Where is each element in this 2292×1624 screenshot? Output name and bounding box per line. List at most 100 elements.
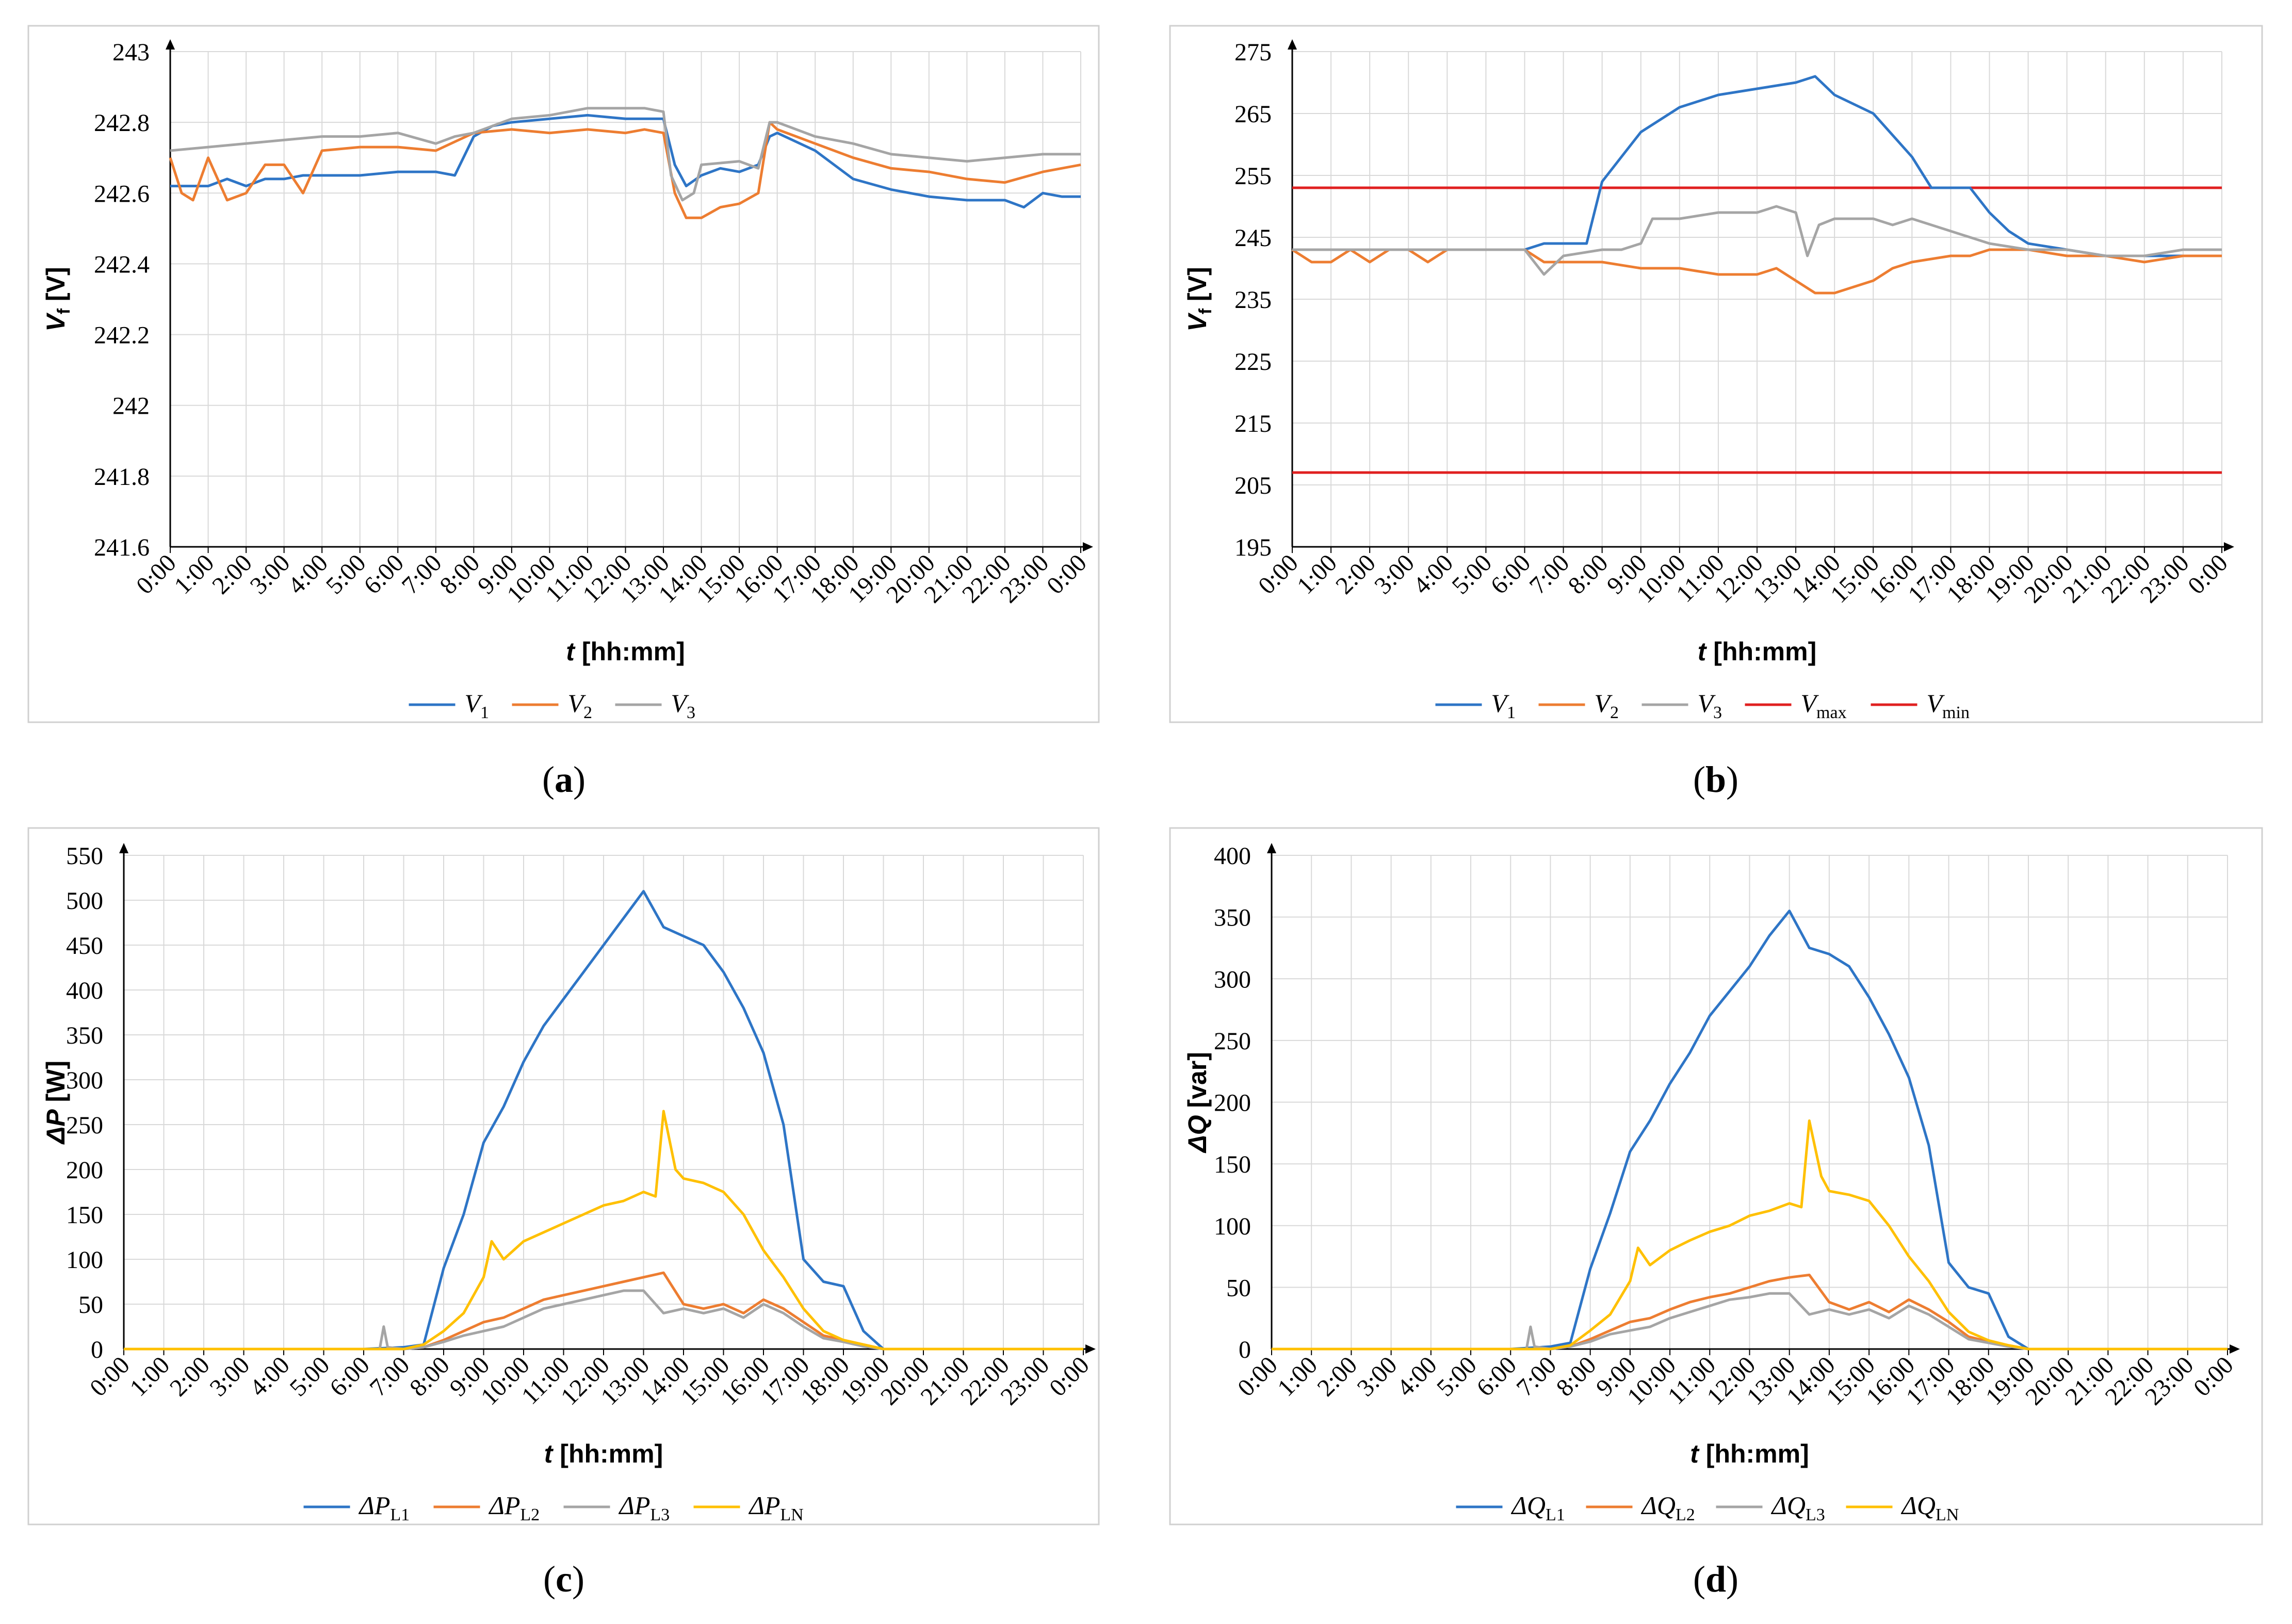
x-axis-label: t [hh:mm] <box>1690 1439 1809 1468</box>
series-line-dpl2 <box>124 1271 1083 1351</box>
y-tick-label: 300 <box>66 1067 103 1094</box>
x-axis-label: t [hh:mm] <box>1698 637 1817 666</box>
y-tick-label: 250 <box>66 1112 103 1139</box>
legend-label-symbol: ΔQ <box>1771 1491 1806 1520</box>
legend-label-subscript: 2 <box>583 703 592 722</box>
legend-label-symbol: V <box>1595 689 1613 718</box>
legend-label-symbol: ΔQ <box>1511 1491 1546 1520</box>
y-tick-label: 255 <box>1234 163 1272 190</box>
caption-close-paren: ) <box>573 759 586 800</box>
y-tick-label: 242.2 <box>94 322 150 349</box>
legend-label-symbol: V <box>568 689 587 718</box>
y-tick-label: 242 <box>112 393 150 420</box>
series-line-dql2 <box>1272 1273 2228 1351</box>
y-axis-label-unit: [V] <box>1183 267 1212 308</box>
y-tick-label: 0 <box>1239 1336 1251 1363</box>
y-tick-label: 243 <box>112 39 150 66</box>
legend-label-symbol: V <box>1491 689 1510 718</box>
y-axis-arrow <box>166 39 175 50</box>
y-axis-label-symbol: V <box>41 313 70 332</box>
legend-label-subscript: LN <box>780 1505 803 1524</box>
y-tick-label: 300 <box>1214 966 1251 993</box>
legend-label-subscript: L3 <box>1806 1505 1825 1524</box>
y-tick-label: 225 <box>1234 348 1272 376</box>
legend-label-symbol: ΔP <box>749 1491 781 1520</box>
series-line-dpl3 <box>124 1289 1083 1351</box>
legend-label-v3: V3 <box>1698 689 1722 722</box>
x-axis-label-symbol: t <box>544 1439 554 1468</box>
legend-label-subscript: L3 <box>650 1505 670 1524</box>
y-axis-label-symbol: V <box>1183 313 1212 332</box>
legend-label-dql3: ΔQL3 <box>1771 1491 1825 1524</box>
legend-label-symbol: ΔQ <box>1901 1491 1936 1520</box>
x-axis-label-unit: [hh:mm] <box>1706 637 1816 666</box>
legend-label-subscript: 1 <box>1507 703 1516 722</box>
y-tick-label: 245 <box>1234 224 1272 252</box>
y-tick-label: 215 <box>1234 410 1272 437</box>
y-axis-label: Vf [V] <box>1183 267 1215 331</box>
y-axis-label-subscript: f <box>1196 308 1215 314</box>
y-axis-arrow <box>1288 39 1297 50</box>
caption-close-paren: ) <box>1726 1558 1738 1600</box>
legend-label-subscript: 3 <box>1713 703 1722 722</box>
chart-panel-d: 0501001502002503003504000:001:002:003:00… <box>1169 827 2263 1525</box>
y-axis-label-subscript: f <box>54 308 74 314</box>
legend-label-subscript: L1 <box>390 1505 410 1524</box>
legend-label-subscript: 1 <box>480 703 489 722</box>
legend-label-subscript: 3 <box>687 703 695 722</box>
series-line-v1 <box>170 113 1081 209</box>
y-tick-label: 195 <box>1234 534 1272 561</box>
caption-open-paren: ( <box>542 759 555 800</box>
y-tick-label: 400 <box>66 977 103 1004</box>
legend-label-dpl2: ΔPL2 <box>489 1491 540 1524</box>
legend-label-v3: V3 <box>671 689 696 722</box>
caption-open-paren: ( <box>1693 1558 1705 1600</box>
x-axis-label-unit: [hh:mm] <box>575 637 685 666</box>
legend-label-symbol: V <box>1801 689 1819 718</box>
legend: ΔQL1 ΔQL2 ΔQL3 ΔQLN <box>1456 1491 1959 1524</box>
y-tick-label: 350 <box>1214 904 1251 932</box>
legend-label-symbol: ΔQ <box>1641 1491 1676 1520</box>
y-axis-label-unit: [V] <box>41 267 70 308</box>
legend-label-v1: V1 <box>1491 689 1516 722</box>
y-tick-label: 200 <box>66 1157 103 1184</box>
panel-caption-d: (d) <box>1693 1558 1738 1600</box>
series-line-dqln <box>1272 1119 2228 1351</box>
legend-label-v1: V1 <box>465 689 490 722</box>
legend-label-symbol: V <box>1698 689 1716 718</box>
y-tick-label: 400 <box>1214 842 1251 870</box>
y-tick-label: 100 <box>1214 1213 1251 1240</box>
x-axis-label-symbol: t <box>1698 637 1708 666</box>
legend-label-symbol: V <box>671 689 690 718</box>
legend-label-symbol: ΔP <box>359 1491 391 1520</box>
legend: V1 V2 V3 <box>409 689 696 722</box>
x-axis-arrow <box>1085 1344 1096 1354</box>
series-line-dpln <box>124 1110 1083 1351</box>
y-tick-label: 150 <box>66 1201 103 1229</box>
y-axis-label-unit: [W] <box>41 1061 70 1109</box>
series-line-v2 <box>169 121 1081 219</box>
legend-label-symbol: V <box>465 689 483 718</box>
x-axis-arrow <box>2224 542 2234 551</box>
legend-label-v2: V2 <box>568 689 593 722</box>
caption-letter: c <box>556 1558 572 1600</box>
y-axis-label-unit: [var] <box>1183 1052 1212 1115</box>
y-tick-label: 150 <box>1214 1151 1251 1178</box>
y-tick-label: 205 <box>1234 472 1272 499</box>
panel-caption-a: (a) <box>542 759 586 800</box>
caption-letter: a <box>555 759 573 800</box>
y-tick-label: 100 <box>66 1246 103 1274</box>
y-tick-label: 265 <box>1234 101 1272 128</box>
legend-label-dql1: ΔQL1 <box>1511 1491 1565 1524</box>
legend-label-dpln: ΔPLN <box>749 1491 804 1524</box>
legend-label-symbol: V <box>1927 689 1945 718</box>
legend-label-symbol: ΔP <box>619 1491 651 1520</box>
caption-open-paren: ( <box>1693 759 1705 800</box>
legend-label-subscript: L2 <box>1676 1505 1695 1524</box>
legend: V1 V2 V3 Vmax Vmin <box>1435 689 1970 722</box>
y-tick-label: 500 <box>66 887 103 915</box>
series-line-dpl1 <box>124 890 1083 1351</box>
chart-panel-a: 241.6241.8242242.2242.4242.6242.82430:00… <box>27 25 1100 723</box>
legend-label-vmax: Vmax <box>1801 689 1847 722</box>
x-axis-label: t [hh:mm] <box>544 1439 663 1468</box>
